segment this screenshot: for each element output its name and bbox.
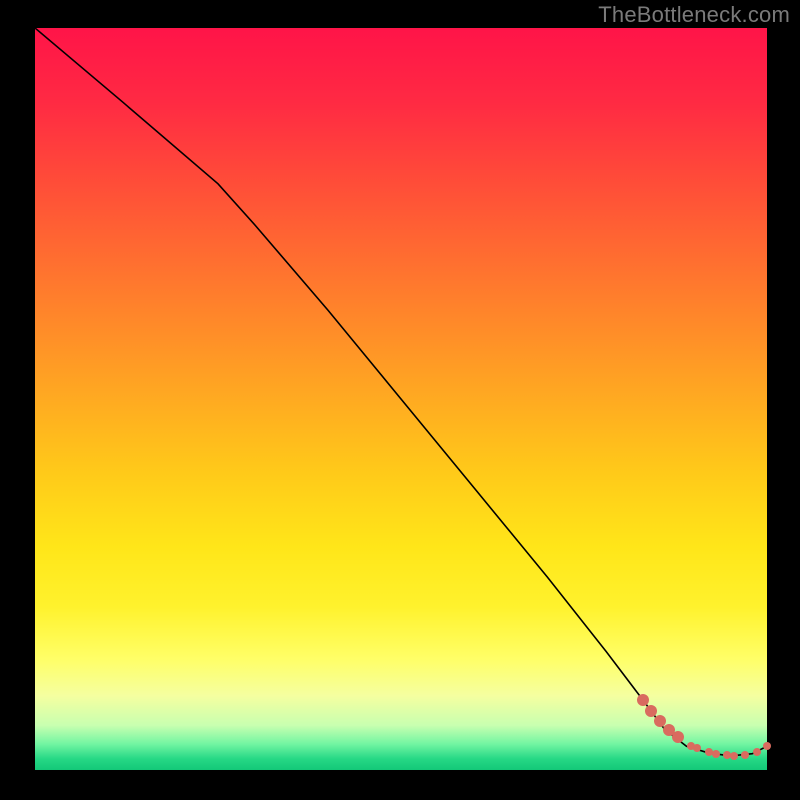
data-point-marker [712, 750, 720, 758]
data-point-marker [741, 751, 749, 759]
data-point-marker [730, 752, 738, 760]
data-point-marker [693, 744, 701, 752]
data-point-markers [35, 28, 767, 770]
data-point-marker [637, 694, 649, 706]
chart-stage: TheBottleneck.com [0, 0, 800, 800]
data-point-marker [645, 705, 657, 717]
watermark-text: TheBottleneck.com [598, 2, 790, 28]
plot-area [35, 28, 767, 770]
data-point-marker [763, 742, 771, 750]
data-point-marker [753, 748, 761, 756]
data-point-marker [672, 731, 684, 743]
